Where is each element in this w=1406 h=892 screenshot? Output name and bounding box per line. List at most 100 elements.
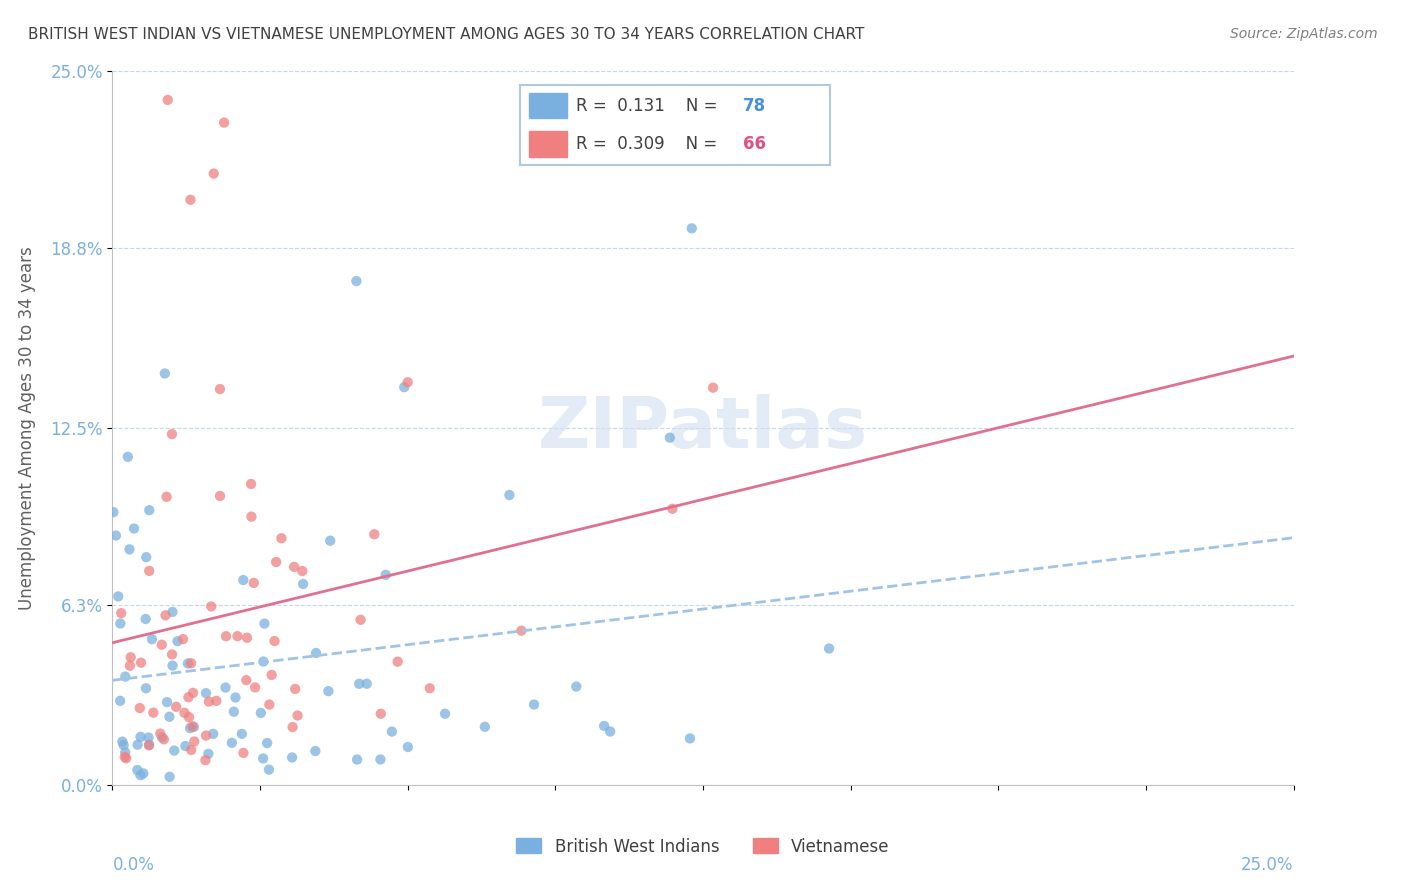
- Point: [232, 573, 254, 587]
- Point: [318, 684, 340, 698]
- Point: [135, 681, 157, 696]
- Point: [658, 431, 681, 445]
- Point: [181, 686, 204, 700]
- Point: [111, 734, 134, 748]
- Point: [498, 488, 520, 502]
- Point: [129, 768, 152, 782]
- Point: [283, 559, 305, 574]
- Point: [370, 752, 392, 766]
- Point: [236, 631, 259, 645]
- Point: [127, 738, 149, 752]
- Point: [346, 753, 368, 767]
- Point: [235, 673, 257, 687]
- Point: [208, 489, 231, 503]
- Point: [110, 606, 132, 620]
- Point: [177, 690, 200, 705]
- Point: [284, 681, 307, 696]
- Point: [257, 763, 280, 777]
- Point: [110, 616, 132, 631]
- Point: [202, 727, 225, 741]
- Point: [156, 93, 179, 107]
- Point: [252, 751, 274, 765]
- Text: R =  0.309    N =: R = 0.309 N =: [576, 136, 723, 153]
- Point: [231, 727, 253, 741]
- Point: [292, 577, 315, 591]
- Point: [132, 766, 155, 780]
- Point: [347, 677, 370, 691]
- Point: [243, 681, 266, 695]
- Point: [114, 745, 136, 759]
- Legend: British West Indians, Vietnamese: British West Indians, Vietnamese: [510, 831, 896, 863]
- Point: [226, 629, 249, 643]
- Point: [114, 669, 136, 683]
- Point: [198, 695, 221, 709]
- Point: [208, 382, 231, 396]
- Point: [702, 381, 724, 395]
- Point: [128, 701, 150, 715]
- Point: [287, 708, 309, 723]
- Point: [118, 658, 141, 673]
- Text: 66: 66: [742, 136, 766, 153]
- Point: [305, 646, 328, 660]
- Point: [349, 613, 371, 627]
- Point: [179, 193, 201, 207]
- Point: [221, 736, 243, 750]
- Point: [135, 612, 157, 626]
- Point: [599, 724, 621, 739]
- Point: [197, 747, 219, 761]
- Point: [172, 632, 194, 646]
- Point: [319, 533, 342, 548]
- Point: [163, 743, 186, 757]
- Point: [194, 753, 217, 767]
- Point: [112, 738, 135, 752]
- Point: [183, 720, 205, 734]
- Point: [396, 376, 419, 390]
- Point: [259, 698, 281, 712]
- Point: [253, 616, 276, 631]
- Point: [256, 736, 278, 750]
- Point: [120, 650, 142, 665]
- Point: [260, 668, 283, 682]
- Point: [291, 564, 314, 578]
- Point: [304, 744, 326, 758]
- Y-axis label: Unemployment Among Ages 30 to 34 years: Unemployment Among Ages 30 to 34 years: [18, 246, 37, 610]
- Point: [103, 505, 125, 519]
- Point: [363, 527, 385, 541]
- Point: [153, 732, 176, 747]
- Point: [135, 550, 157, 565]
- Point: [474, 720, 496, 734]
- Point: [523, 698, 546, 712]
- Point: [394, 380, 416, 394]
- Point: [240, 509, 263, 524]
- Text: Source: ZipAtlas.com: Source: ZipAtlas.com: [1230, 27, 1378, 41]
- Point: [344, 274, 367, 288]
- Point: [107, 590, 129, 604]
- Text: 25.0%: 25.0%: [1241, 856, 1294, 874]
- Point: [117, 450, 139, 464]
- Point: [381, 724, 404, 739]
- Point: [160, 648, 183, 662]
- Point: [108, 694, 131, 708]
- Point: [156, 695, 179, 709]
- Point: [565, 680, 588, 694]
- Point: [150, 638, 173, 652]
- Bar: [530, 131, 567, 157]
- Point: [138, 503, 160, 517]
- Point: [129, 730, 152, 744]
- Point: [160, 427, 183, 442]
- Point: [252, 655, 274, 669]
- Point: [681, 221, 703, 235]
- Point: [205, 694, 228, 708]
- Point: [115, 751, 138, 765]
- Point: [180, 743, 202, 757]
- Point: [214, 681, 236, 695]
- Point: [215, 629, 238, 643]
- Point: [129, 656, 152, 670]
- Point: [149, 726, 172, 740]
- Point: [173, 706, 195, 720]
- Point: [200, 599, 222, 614]
- Point: [155, 608, 177, 623]
- Point: [419, 681, 441, 696]
- Point: [242, 575, 264, 590]
- Point: [162, 658, 184, 673]
